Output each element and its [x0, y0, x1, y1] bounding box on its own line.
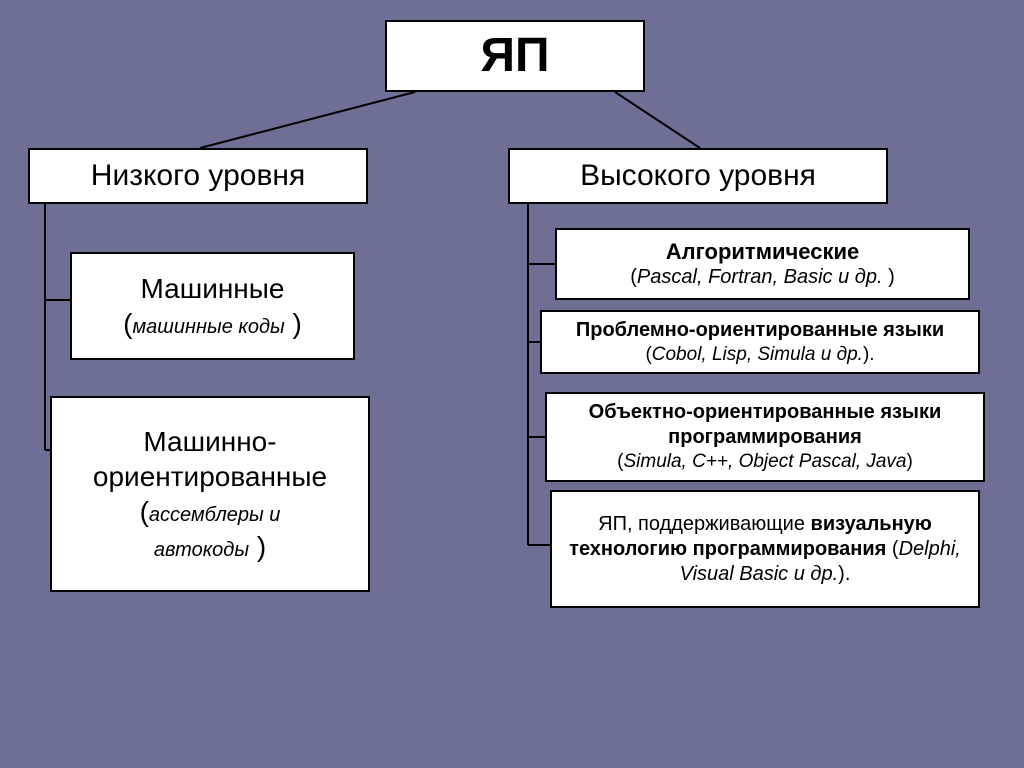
connector-lines — [0, 0, 1024, 768]
node-low-label: Низкого уровня — [91, 157, 305, 195]
node-visual: ЯП, поддерживающие визуальную технологию… — [550, 490, 980, 608]
node-algorithmic: Алгоритмические (Pascal, Fortran, Basic … — [555, 228, 970, 300]
paren-open: ( — [630, 266, 637, 288]
mo-line1: Машинно- — [143, 424, 276, 459]
prob-line: Проблемно-ориентированные языки (Cobol, … — [542, 318, 978, 367]
node-machine: Машинные (машинные коды ) — [70, 252, 355, 360]
node-problem-oriented: Проблемно-ориентированные языки (Cobol, … — [540, 310, 980, 374]
paren-close: ) — [883, 266, 895, 288]
node-machine-line2: (машинные коды ) — [123, 306, 302, 341]
node-low-level: Низкого уровня — [28, 148, 368, 204]
node-oop: Объектно-ориентированные языки программи… — [545, 392, 985, 482]
node-high-label: Высокого уровня — [580, 157, 816, 195]
vis-pre: ЯП, поддерживающие — [598, 513, 810, 535]
node-machine-oriented: Машинно- ориентированные (ассемблеры и а… — [50, 396, 370, 592]
node-root: ЯП — [385, 20, 645, 92]
alg-title: Алгоритмические — [666, 238, 859, 266]
paren-open: ( — [886, 538, 898, 560]
paren-close: ) — [907, 451, 913, 472]
node-machine-line1: Машинные — [141, 271, 285, 306]
paren-close: ). — [838, 563, 850, 585]
node-machine-sub: машинные коды — [132, 316, 284, 338]
mo-line4: автокоды ) — [154, 529, 266, 564]
mo-line3: (ассемблеры и — [140, 494, 281, 529]
alg-examples: Pascal, Fortran, Basic и др. — [637, 266, 883, 288]
mo-sub1: ассемблеры и — [149, 504, 280, 526]
prob-title: Проблемно-ориентированные языки — [576, 319, 944, 341]
node-high-level: Высокого уровня — [508, 148, 888, 204]
paren-open: ( — [140, 496, 149, 527]
paren-close: ). — [863, 344, 875, 365]
oop-sub: (Simula, C++, Object Pascal, Java) — [617, 450, 913, 474]
node-machine-title: Машинные — [141, 273, 285, 304]
alg-sub: (Pascal, Fortran, Basic и др. ) — [630, 265, 895, 290]
mo-sub2: автокоды — [154, 539, 249, 561]
node-root-label: ЯП — [481, 26, 550, 86]
oop-examples: Simula, C++, Object Pascal, Java — [623, 451, 906, 472]
oop-title: Объектно-ориентированные языки программи… — [547, 400, 983, 450]
paren-close: ) — [285, 308, 302, 339]
paren-close: ) — [249, 531, 266, 562]
mo-line2: ориентированные — [93, 459, 327, 494]
vis-text: ЯП, поддерживающие визуальную технологию… — [552, 512, 978, 587]
prob-examples: Cobol, Lisp, Simula и др. — [652, 344, 863, 365]
